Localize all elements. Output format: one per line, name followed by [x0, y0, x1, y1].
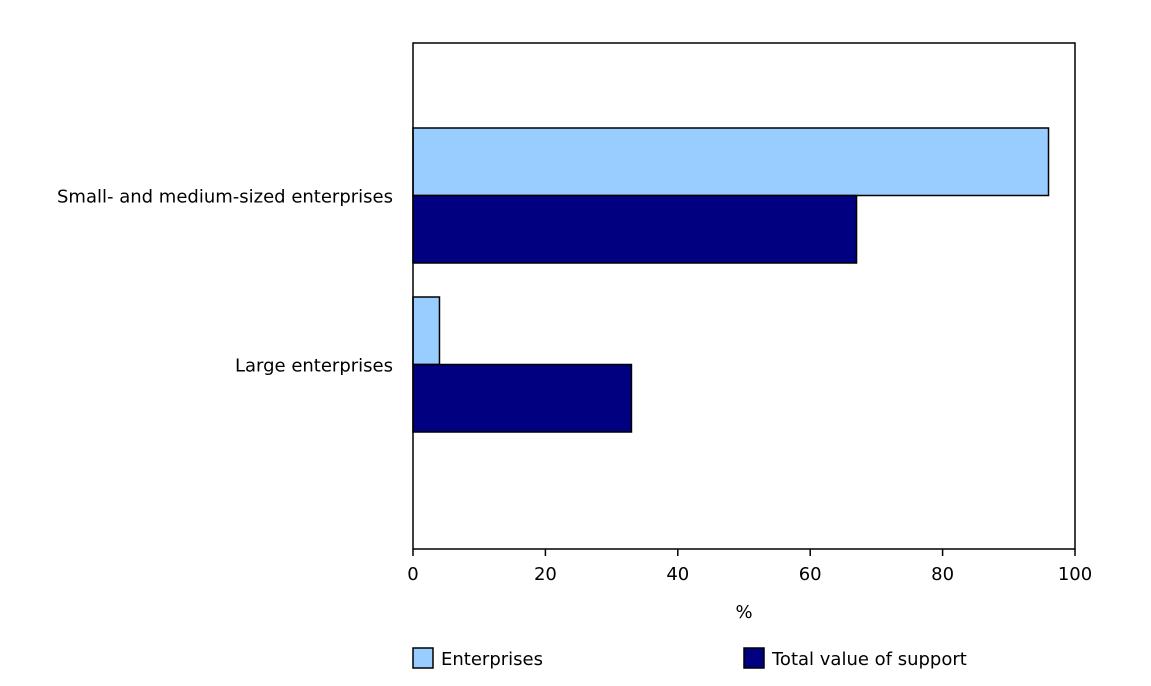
bar-total-value-of-support	[412, 363, 633, 433]
legend-label: Total value of support	[771, 649, 967, 670]
x-tick-label: 40	[666, 564, 689, 585]
x-axis-label: %	[735, 602, 752, 623]
x-tick-label: 100	[1058, 564, 1092, 585]
category-label: Large enterprises	[235, 356, 393, 377]
x-tick-label: 0	[407, 564, 418, 585]
legend-label: Enterprises	[441, 649, 543, 670]
bar-enterprises	[412, 296, 441, 366]
x-tick-label: 60	[799, 564, 822, 585]
legend-swatch	[743, 647, 765, 669]
bar-total-value-of-support	[412, 194, 858, 264]
plot-frame	[412, 42, 1076, 550]
x-tick-label: 80	[931, 564, 954, 585]
legend-swatch	[412, 647, 434, 669]
x-tick-label: 20	[534, 564, 557, 585]
bar-enterprises	[412, 127, 1050, 197]
category-label: Small- and medium-sized enterprises	[57, 187, 393, 208]
